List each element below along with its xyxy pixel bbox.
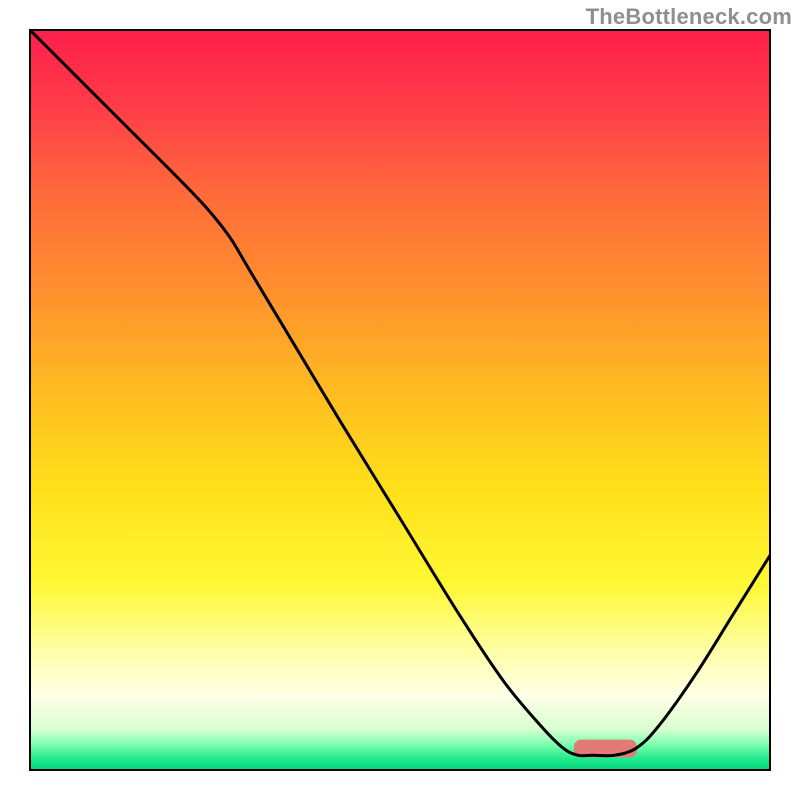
bottleneck-chart xyxy=(0,0,800,800)
chart-stage: TheBottleneck.com xyxy=(0,0,800,800)
watermark-label: TheBottleneck.com xyxy=(586,4,792,30)
